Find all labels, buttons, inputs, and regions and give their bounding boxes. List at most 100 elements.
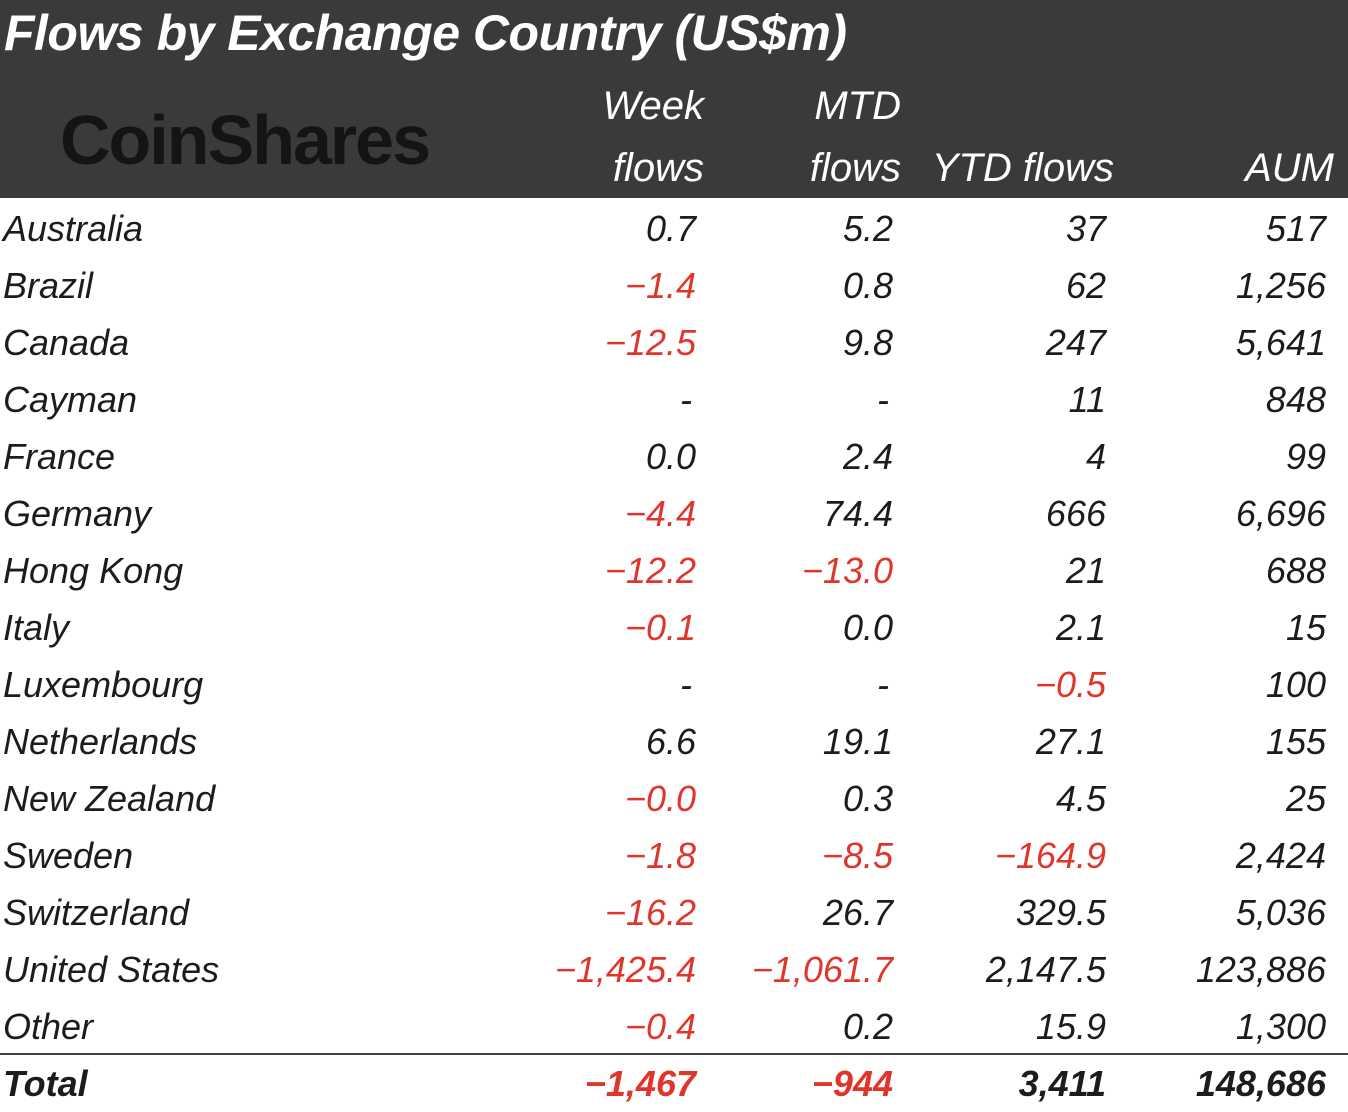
week-cell: −12.2 xyxy=(604,550,696,591)
table-row: Hong Kong −12.2 −13.0 21 688 xyxy=(0,542,1348,599)
week-cell: −1.8 xyxy=(624,835,696,876)
mtd-cell: 0.0 xyxy=(842,607,893,648)
ytd-cell: 2,147.5 xyxy=(985,949,1106,990)
country-cell: Cayman xyxy=(3,379,138,420)
country-cell: United States xyxy=(3,949,220,990)
ytd-cell: 62 xyxy=(1065,265,1106,306)
aum-cell: 123,886 xyxy=(1195,949,1326,990)
table-row: United States −1,425.4 −1,061.7 2,147.5 123,… xyxy=(0,941,1348,998)
mtd-cell: 74.4 xyxy=(822,493,893,534)
week-cell: −0.1 xyxy=(624,607,696,648)
aum-cell: 99 xyxy=(1285,436,1326,477)
country-cell: Switzerland xyxy=(3,892,190,933)
week-cell: −1,425.4 xyxy=(554,949,696,990)
mtd-cell: - xyxy=(877,664,889,705)
total-week-cell: −1,467 xyxy=(584,1063,696,1104)
mtd-cell: 0.8 xyxy=(842,265,893,306)
week-cell: 0.7 xyxy=(645,208,696,249)
total-ytd-cell: 3,411 xyxy=(1018,1063,1106,1104)
header-mtd-line1: MTD xyxy=(814,84,901,128)
total-country-cell: Total xyxy=(3,1063,88,1104)
table-row: Germany −4.4 74.4 666 6,696 xyxy=(0,485,1348,542)
total-row: Total −1,467 −944 3,411 148,686 xyxy=(0,1055,1348,1112)
ytd-cell: 15.9 xyxy=(1035,1006,1106,1047)
aum-cell: 100 xyxy=(1265,664,1326,705)
mtd-cell: −8.5 xyxy=(821,835,893,876)
table-row: Netherlands 6.6 19.1 27.1 155 xyxy=(0,713,1348,770)
week-cell: - xyxy=(680,664,692,705)
ytd-cell: 27.1 xyxy=(1035,721,1106,762)
ytd-cell: 4 xyxy=(1085,436,1106,477)
aum-cell: 5,036 xyxy=(1235,892,1326,933)
week-cell: −16.2 xyxy=(604,892,696,933)
aum-cell: 25 xyxy=(1285,778,1326,819)
table-row: Luxembourg - - −0.5 100 xyxy=(0,656,1348,713)
total-aum-cell: 148,686 xyxy=(1195,1063,1326,1104)
mtd-cell: 19.1 xyxy=(822,721,893,762)
mtd-cell: - xyxy=(877,379,889,420)
ytd-cell: 329.5 xyxy=(1015,892,1106,933)
header-ytd: YTD flows xyxy=(931,146,1114,190)
ytd-cell: 4.5 xyxy=(1055,778,1106,819)
aum-cell: 5,641 xyxy=(1235,322,1326,363)
country-cell: Brazil xyxy=(3,265,94,306)
ytd-cell: 21 xyxy=(1065,550,1106,591)
country-cell: Canada xyxy=(3,322,130,363)
table-row: France 0.0 2.4 4 99 xyxy=(0,428,1348,485)
country-cell: Hong Kong xyxy=(3,550,184,591)
country-cell: Germany xyxy=(3,493,152,534)
header-week-line1: Week xyxy=(602,84,704,128)
week-cell: - xyxy=(680,379,692,420)
country-cell: France xyxy=(3,436,116,477)
header-mtd-line2: flows xyxy=(809,146,901,190)
week-cell: −12.5 xyxy=(604,322,696,363)
aum-cell: 6,696 xyxy=(1235,493,1326,534)
ytd-cell: 666 xyxy=(1045,493,1106,534)
aum-cell: 1,300 xyxy=(1235,1006,1326,1047)
country-cell: Luxembourg xyxy=(3,664,204,705)
aum-cell: 155 xyxy=(1265,721,1326,762)
country-cell: New Zealand xyxy=(3,778,216,819)
header-aum: AUM xyxy=(1245,146,1334,190)
coinshares-logo: CoinShares xyxy=(60,101,431,179)
country-cell: Italy xyxy=(3,607,70,648)
table-row: New Zealand −0.0 0.3 4.5 25 xyxy=(0,770,1348,827)
ytd-cell: −0.5 xyxy=(1034,664,1106,705)
week-cell: 0.0 xyxy=(645,436,696,477)
table-row: Cayman - - 11 848 xyxy=(0,371,1348,428)
table-row: Sweden −1.8 −8.5 −164.9 2,424 xyxy=(0,827,1348,884)
week-cell: −0.4 xyxy=(624,1006,696,1047)
table-row: Switzerland −16.2 26.7 329.5 5,036 xyxy=(0,884,1348,941)
mtd-cell: −13.0 xyxy=(801,550,893,591)
ytd-cell: 247 xyxy=(1045,322,1106,363)
ytd-cell: −164.9 xyxy=(994,835,1106,876)
table-row: Canada −12.5 9.8 247 5,641 xyxy=(0,314,1348,371)
week-cell: −0.0 xyxy=(624,778,696,819)
aum-cell: 517 xyxy=(1265,208,1326,249)
ytd-cell: 2.1 xyxy=(1055,607,1106,648)
mtd-cell: 26.7 xyxy=(822,892,893,933)
mtd-cell: 5.2 xyxy=(842,208,893,249)
table-row: Australia 0.7 5.2 37 517 xyxy=(0,200,1348,257)
aum-cell: 15 xyxy=(1285,607,1326,648)
ytd-cell: 11 xyxy=(1068,379,1106,420)
mtd-cell: 0.3 xyxy=(842,778,893,819)
week-cell: 6.6 xyxy=(645,721,696,762)
week-cell: −4.4 xyxy=(624,493,696,534)
mtd-cell: 2.4 xyxy=(842,436,893,477)
ytd-cell: 37 xyxy=(1065,208,1106,249)
table-row: Other −0.4 0.2 15.9 1,300 xyxy=(0,998,1348,1055)
header-week-line2: flows xyxy=(612,146,704,190)
country-cell: Netherlands xyxy=(3,721,198,762)
aum-cell: 848 xyxy=(1265,379,1326,420)
country-cell: Other xyxy=(3,1006,94,1047)
total-mtd-cell: −944 xyxy=(811,1063,893,1104)
table-header: Flows by Exchange Country (US$m) CoinSha… xyxy=(0,0,1348,198)
mtd-cell: 9.8 xyxy=(842,322,893,363)
total-divider xyxy=(0,1053,1348,1055)
country-cell: Sweden xyxy=(3,835,134,876)
aum-cell: 2,424 xyxy=(1235,835,1326,876)
table-row: Italy −0.1 0.0 2.1 15 xyxy=(0,599,1348,656)
country-cell: Australia xyxy=(3,208,144,249)
